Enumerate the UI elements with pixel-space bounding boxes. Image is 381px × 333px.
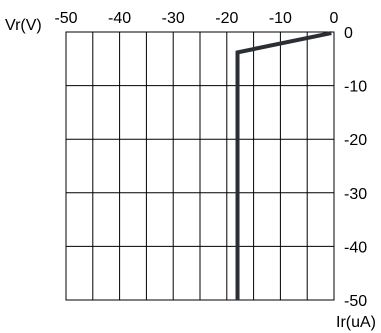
y-tick-label: 0 (344, 25, 353, 42)
y-axis-label: Ir(uA) (336, 314, 376, 331)
y-tick-label: -40 (344, 239, 367, 256)
plot-frame (65, 31, 335, 301)
x-axis-label: Vr(V) (5, 17, 42, 34)
x-tick-label: 0 (330, 10, 339, 27)
x-tick-label: -20 (215, 10, 238, 27)
x-tick-label: -50 (54, 10, 77, 27)
y-tick-label: -10 (344, 79, 367, 96)
x-tick-label: -40 (108, 10, 131, 27)
y-tick-labels: 0 -10 -20 -30 -40 -50 (344, 25, 367, 310)
series-line (235, 31, 332, 300)
series-layer (235, 31, 332, 300)
x-tick-labels: -50 -40 -30 -20 -10 0 (54, 10, 338, 27)
grid (65, 31, 335, 301)
x-tick-label: -10 (269, 10, 292, 27)
y-tick-label: -20 (344, 132, 367, 149)
x-tick-label: -30 (162, 10, 185, 27)
y-tick-label: -30 (344, 186, 367, 203)
y-tick-label: -50 (344, 293, 367, 310)
